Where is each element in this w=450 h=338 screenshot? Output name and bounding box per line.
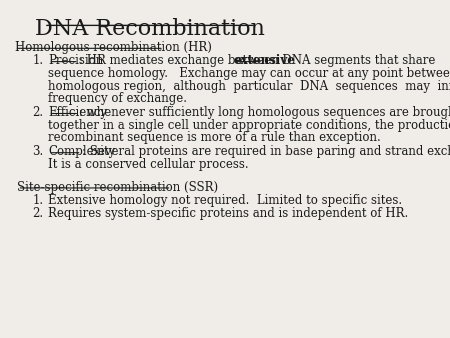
Text: recombinant sequence is more of a rule than exception.: recombinant sequence is more of a rule t… — [48, 131, 381, 144]
Text: Site-specific recombination (SSR): Site-specific recombination (SSR) — [18, 180, 219, 194]
Text: It is a conserved cellular process.: It is a conserved cellular process. — [48, 158, 249, 171]
Text: 3.: 3. — [32, 145, 44, 159]
Text: together in a single cell under appropriate conditions, the production of: together in a single cell under appropri… — [48, 119, 450, 132]
Text: : Several proteins are required in base paring and strand exchange.: : Several proteins are required in base … — [81, 145, 450, 159]
Text: 2.: 2. — [32, 106, 43, 119]
Text: 1.: 1. — [32, 54, 43, 67]
Text: : whenever sufficiently long homologous sequences are brought: : whenever sufficiently long homologous … — [79, 106, 450, 119]
Text: Homologous recombination (HR): Homologous recombination (HR) — [14, 41, 211, 54]
Text: : HR mediates exchange between DNA segments that share: : HR mediates exchange between DNA segme… — [79, 54, 439, 67]
Text: DNA Recombination: DNA Recombination — [35, 18, 265, 40]
Text: homologous region,  although  particular  DNA  sequences  may  influence: homologous region, although particular D… — [48, 79, 450, 93]
Text: Extensive homology not required.  Limited to specific sites.: Extensive homology not required. Limited… — [48, 194, 402, 207]
Text: extensive: extensive — [234, 54, 296, 67]
Text: Precision: Precision — [48, 54, 104, 67]
Text: 2.: 2. — [32, 207, 43, 220]
Text: Efficiency: Efficiency — [48, 106, 108, 119]
Text: 1.: 1. — [32, 194, 43, 207]
Text: sequence homology.   Exchange may can occur at any point between the: sequence homology. Exchange may can occu… — [48, 67, 450, 80]
Text: Complexity: Complexity — [48, 145, 116, 159]
Text: Requires system-specific proteins and is independent of HR.: Requires system-specific proteins and is… — [48, 207, 409, 220]
Text: frequency of exchange.: frequency of exchange. — [48, 92, 187, 105]
